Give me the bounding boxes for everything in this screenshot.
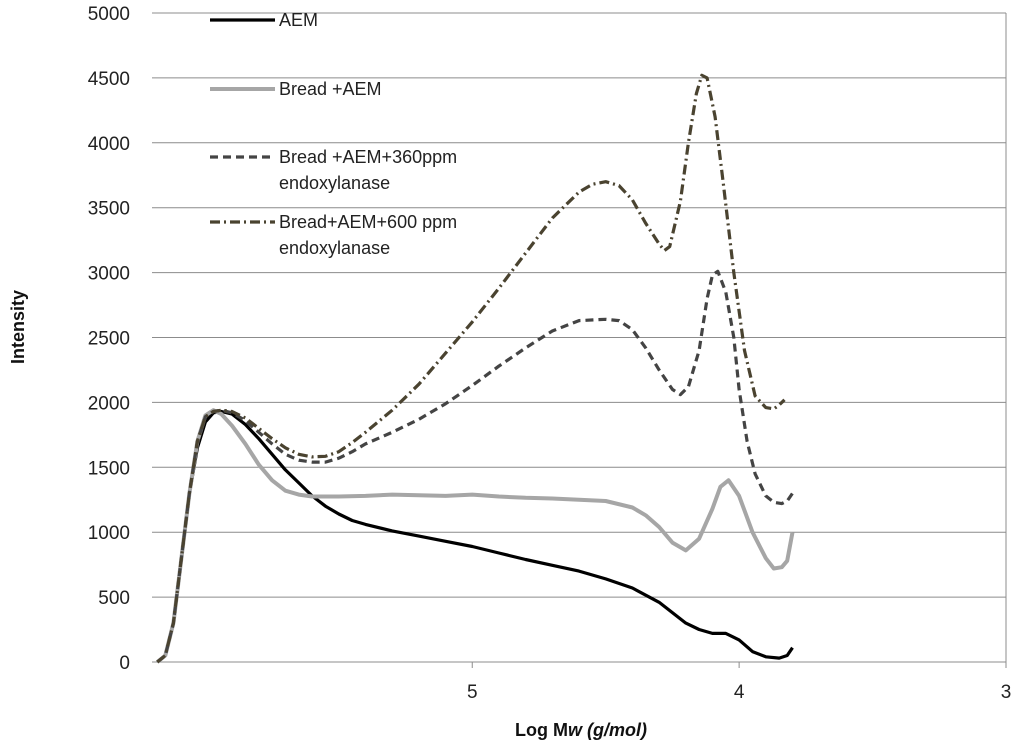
y-tick-label: 0 bbox=[119, 653, 130, 674]
y-axis-ticks: 0 500 1000 1500 2000 2500 3000 3500 4000 4500 5000 bbox=[88, 4, 130, 674]
series-line-1 bbox=[156, 409, 794, 664]
x-axis-title-unit: (g/mol) bbox=[582, 720, 647, 740]
series-lines bbox=[156, 73, 795, 664]
x-tick-label: 5 bbox=[467, 682, 478, 703]
x-axis-ticks: 5 4 3 bbox=[467, 662, 1011, 703]
y-tick-label: 2500 bbox=[88, 329, 130, 350]
y-tick-label: 1500 bbox=[88, 458, 130, 479]
gridlines bbox=[152, 12, 1007, 663]
series-line-4 bbox=[156, 73, 786, 664]
x-tick-label: 3 bbox=[1001, 682, 1012, 703]
legend-label-3: Bread +AEM+360ppm endoxylanase bbox=[279, 147, 457, 193]
y-tick-label: 4000 bbox=[88, 134, 130, 155]
legend-label-4: Bread+AEM+600 ppm endoxylanase bbox=[279, 212, 457, 258]
series-line-2 bbox=[156, 408, 795, 664]
x-axis-title-main: Log M bbox=[515, 720, 568, 740]
series-line-3 bbox=[156, 269, 794, 664]
y-tick-label: 3500 bbox=[88, 199, 130, 220]
x-tick-label: 4 bbox=[734, 682, 745, 703]
legend-label-1: AEM bbox=[279, 10, 318, 30]
y-tick-label: 500 bbox=[98, 588, 130, 609]
x-axis-title: Log Mw (g/mol) bbox=[515, 720, 647, 740]
y-tick-label: 2000 bbox=[88, 393, 130, 414]
y-tick-label: 5000 bbox=[88, 4, 130, 25]
y-tick-label: 1000 bbox=[88, 523, 130, 544]
y-tick-label: 4500 bbox=[88, 69, 130, 90]
legend-label-2: Bread +AEM bbox=[279, 79, 382, 99]
y-tick-label: 3000 bbox=[88, 264, 130, 285]
y-axis-title: Intensity bbox=[8, 290, 28, 364]
x-axis-title-sub: w bbox=[568, 720, 583, 740]
legend: AEM Bread +AEM Bread +AEM+360ppm endoxylana… bbox=[210, 10, 457, 258]
